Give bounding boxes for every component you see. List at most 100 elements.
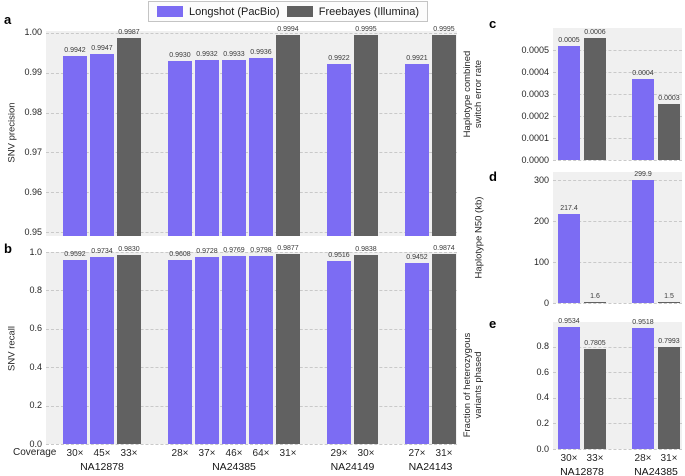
y-tick-label: 0.2	[29, 400, 42, 411]
coverage-tick-label: 37×	[198, 448, 216, 459]
bar	[584, 302, 606, 303]
bar-value-label: 0.0005	[558, 36, 580, 44]
legend-item-longshot: Longshot (PacBio)	[157, 6, 280, 18]
bar	[90, 54, 114, 236]
bar-value-label: 0.9838	[355, 246, 377, 254]
bar-value-label: 0.9592	[64, 250, 86, 258]
sample-group-label: NA24149	[330, 461, 375, 473]
bar-value-label: 0.7993	[658, 338, 680, 346]
bar	[558, 327, 580, 449]
y-tick-label: 0.0	[536, 443, 549, 454]
gridline	[46, 444, 457, 445]
y-tick-label: 0.0005	[521, 44, 549, 55]
coverage-tick-label: 46×	[225, 448, 243, 459]
bar-value-label: 0.9830	[118, 246, 140, 254]
bar	[632, 180, 654, 303]
bar-value-label: 1.6	[590, 293, 600, 300]
gridline	[553, 303, 682, 304]
bar-value-label: 0.9936	[250, 49, 272, 57]
y-tick-label: 0.0003	[521, 88, 549, 99]
bar	[658, 103, 680, 160]
gridline	[553, 72, 682, 73]
bar	[195, 257, 219, 444]
y-tick-label: 0.97	[24, 146, 42, 157]
gridline	[553, 449, 682, 450]
gridline	[553, 397, 682, 399]
bar	[354, 255, 378, 444]
panel-letter-b: b	[4, 241, 12, 256]
bar	[168, 259, 192, 444]
bar-value-label: 0.9534	[558, 318, 580, 326]
coverage-tick-label: 64×	[252, 448, 270, 459]
bar-value-label: 0.9769	[223, 247, 245, 255]
panel-letter-e: e	[489, 316, 497, 331]
bar	[354, 34, 378, 236]
y-tick-label: 0.8	[536, 341, 549, 352]
bar	[63, 259, 87, 444]
gridline	[553, 94, 682, 95]
panel-letter-a: a	[4, 12, 12, 27]
coverage-tick-label: 27×	[408, 448, 426, 459]
bar	[405, 64, 429, 236]
bar-value-label: 0.7805	[584, 340, 606, 348]
bar	[222, 256, 246, 444]
bar	[117, 38, 141, 236]
y-tick-label: 0.6	[536, 366, 549, 377]
bar-value-label: 1.5	[664, 293, 674, 300]
y-tick-label: 0.8	[29, 284, 42, 295]
y-tick-label: 1.0	[29, 246, 42, 257]
bar	[584, 349, 606, 449]
y-tick-label: 100	[533, 256, 549, 267]
bar	[168, 60, 192, 236]
coverage-tick-label: 28×	[171, 448, 189, 459]
y-tick-label: 0.2	[536, 417, 549, 428]
sample-group-label: NA24385	[634, 466, 678, 476]
y-tick-label: 0.95	[24, 226, 42, 237]
bar-value-label: 0.9798	[250, 246, 272, 254]
gridline	[46, 252, 457, 253]
bar-value-label: 0.0006	[584, 28, 606, 36]
gridline	[553, 50, 682, 51]
y-tick-label: 200	[533, 215, 549, 226]
bar	[405, 262, 429, 444]
bar-value-label: 217.4	[560, 205, 578, 212]
y-axis-label-d: Haplotype N50 (kb)	[473, 196, 485, 278]
bar-value-label: 0.9933	[223, 50, 245, 58]
y-tick-label: 0.0	[29, 438, 42, 449]
bar	[632, 78, 654, 160]
coverage-axis-label: Coverage	[13, 447, 57, 458]
bar	[658, 347, 680, 449]
bar	[632, 327, 654, 449]
bar	[584, 37, 606, 160]
coverage-tick-label: 28×	[634, 453, 652, 464]
panel-letter-c: c	[489, 16, 497, 31]
bar-value-label: 0.9995	[355, 25, 377, 33]
coverage-tick-label: 30×	[560, 453, 578, 464]
y-tick-label: 0.98	[24, 107, 42, 118]
sample-group-label: NA24385	[212, 461, 256, 473]
bar-value-label: 0.9921	[406, 55, 428, 63]
bar	[90, 257, 114, 444]
y-tick-label: 0.0000	[521, 154, 549, 165]
bar	[195, 60, 219, 236]
bar	[327, 261, 351, 444]
coverage-tick-label: 33×	[120, 448, 138, 459]
y-tick-label: 0.0004	[521, 66, 549, 77]
bar-value-label: 0.9947	[91, 45, 113, 53]
bar	[558, 45, 580, 160]
panel-letter-d: d	[489, 169, 497, 184]
bar-value-label: 0.9994	[277, 26, 299, 34]
bar	[276, 35, 300, 236]
bar-value-label: 0.9995	[433, 25, 455, 33]
coverage-tick-label: 31×	[660, 453, 678, 464]
bar-value-label: 0.9728	[196, 248, 218, 256]
bar	[658, 302, 680, 303]
bar	[63, 56, 87, 236]
bar-value-label: 0.9987	[118, 29, 140, 37]
longshot-color-swatch-icon	[157, 6, 183, 17]
legend-label-freebayes: Freebayes (Illumina)	[318, 5, 419, 18]
bar-value-label: 0.9452	[406, 253, 428, 261]
bar-value-label: 0.0004	[632, 69, 654, 77]
y-tick-label: 0.4	[536, 392, 549, 403]
